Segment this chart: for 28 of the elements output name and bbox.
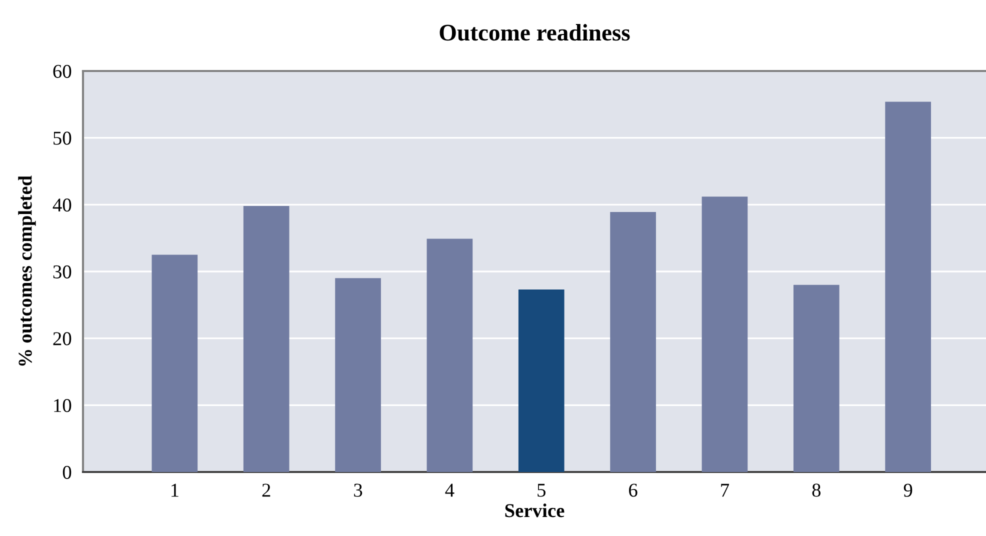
- y-tick-label: 20: [53, 332, 72, 346]
- y-tick-label: 0: [62, 466, 72, 479]
- bar: [426, 238, 473, 472]
- bar: [335, 278, 381, 472]
- bar: [793, 284, 840, 472]
- x-tick-label: 9: [904, 484, 912, 497]
- bar: [610, 212, 656, 472]
- y-tick-label: 30: [53, 265, 72, 278]
- x-tick-label: 8: [812, 484, 821, 497]
- x-tick-label: 4: [445, 484, 454, 497]
- chart-title: Outcome readiness: [440, 24, 630, 41]
- y-axis-title: % outcomes completed: [18, 176, 36, 366]
- x-tick-label: 6: [629, 484, 638, 497]
- y-tick-label: 40: [52, 198, 72, 212]
- x-tick-label: 2: [262, 484, 270, 497]
- x-tick-label: 5: [538, 484, 546, 497]
- bar: [885, 102, 931, 472]
- x-tick-label: 3: [354, 484, 362, 497]
- bar: [518, 290, 564, 472]
- bar: [702, 196, 748, 472]
- y-tick-label: 50: [54, 132, 72, 145]
- y-tick-label: 10: [54, 398, 72, 412]
- bar: [243, 206, 290, 472]
- bar: [152, 254, 198, 472]
- x-axis-title: Service: [505, 504, 564, 518]
- x-tick-label: 1: [172, 484, 178, 497]
- x-tick-label: 7: [721, 484, 730, 497]
- y-tick-label: 60: [53, 64, 72, 78]
